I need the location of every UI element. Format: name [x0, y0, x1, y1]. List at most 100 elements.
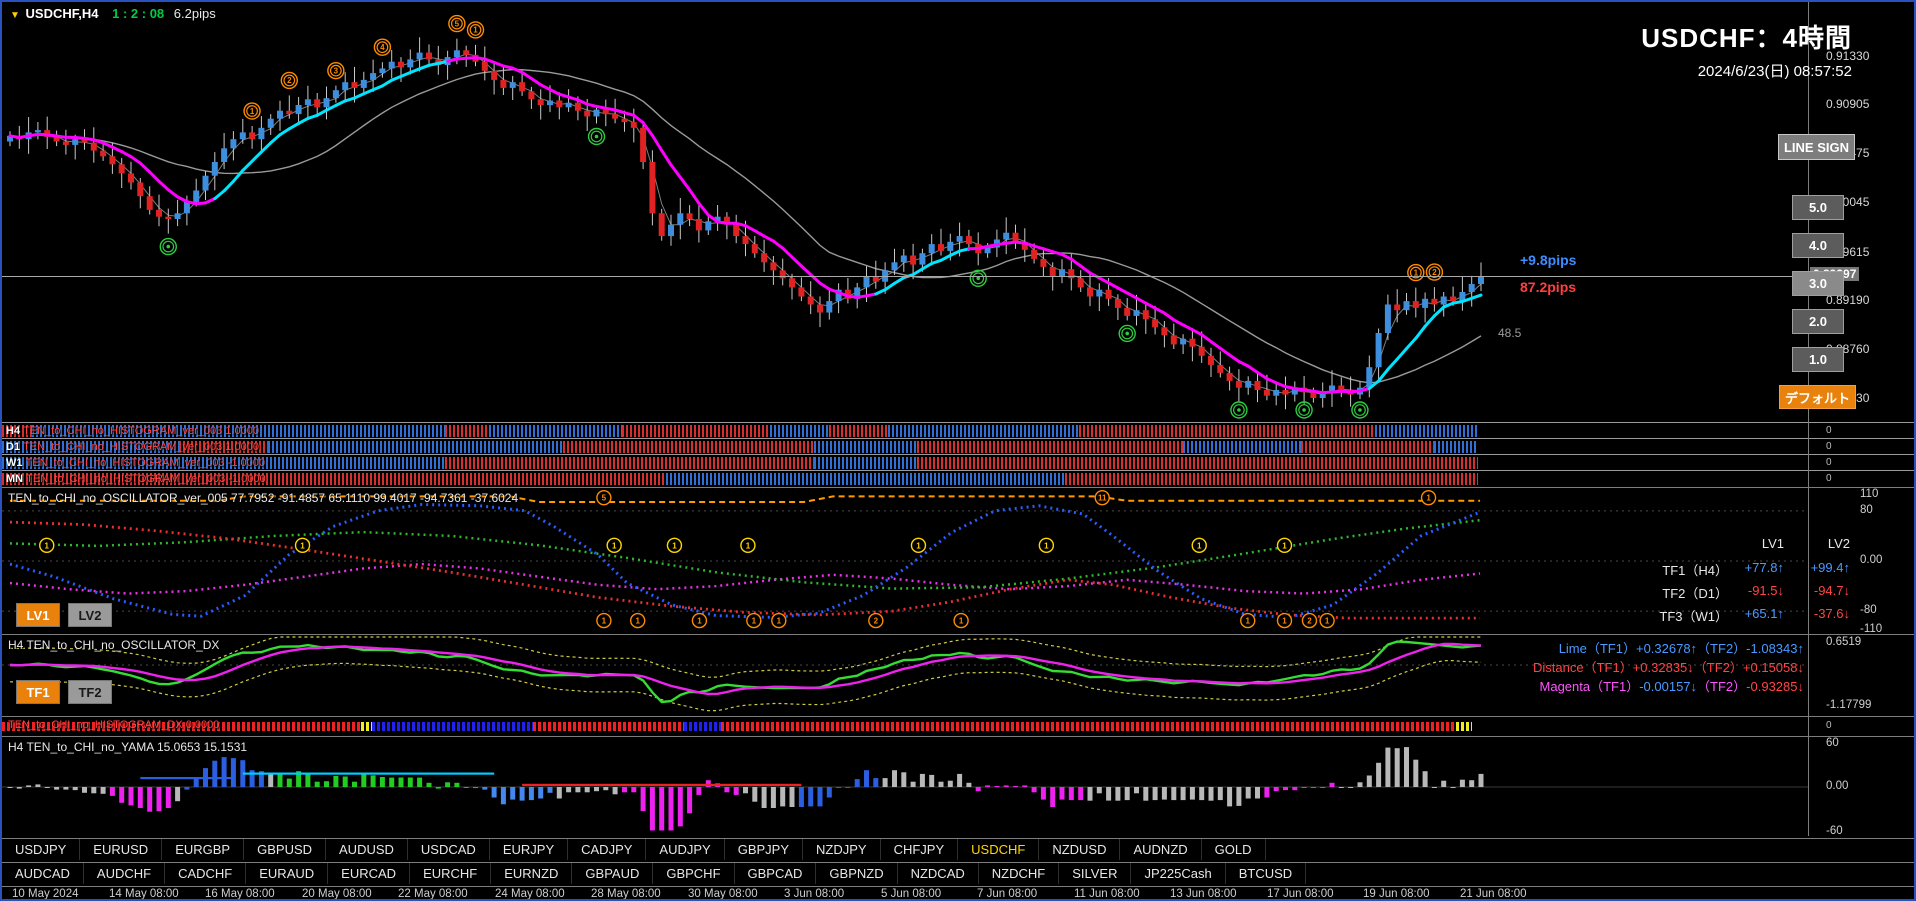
osc-tf-name: TF1（H4）	[1662, 563, 1728, 578]
symbol-tab-gbpjpy[interactable]: GBPJPY	[725, 839, 804, 860]
signal-marker-green	[1230, 401, 1248, 419]
osc-tf-lv1-value: +77.8↑	[1744, 560, 1784, 575]
symbol-tab-gbpaud[interactable]: GBPAUD	[572, 863, 654, 884]
oscillator-number-marker	[1240, 612, 1256, 629]
symbol-tab-gbpcad[interactable]: GBPCAD	[735, 863, 817, 884]
symbol-tab-chfjpy[interactable]: CHFJPY	[881, 839, 959, 860]
symbol-tab-nzdjpy[interactable]: NZDJPY	[803, 839, 881, 860]
symbol-tab-btcusd[interactable]: BTCUSD	[1226, 863, 1307, 884]
level-button-4.0[interactable]: 4.0	[1792, 233, 1844, 258]
svg-text:1: 1	[672, 541, 677, 550]
level-button-1.0[interactable]: 1.0	[1792, 347, 1844, 372]
osc-col-header-lv2: LV2	[1827, 536, 1850, 551]
signal-marker-green	[1351, 401, 1369, 419]
symbol-tab-gbpusd[interactable]: GBPUSD	[244, 839, 327, 860]
oscillator-number-marker	[740, 537, 756, 554]
histogram-row-d1[interactable]: D1 TEN_to_CHI_no_HISTOGRAM_ver_003 1.000…	[2, 438, 1914, 454]
price-axis-label: 0.89190	[1826, 293, 1870, 307]
symbol-tab-audjpy[interactable]: AUDJPY	[646, 839, 725, 860]
symbol-tab-eurusd[interactable]: EURUSD	[80, 839, 163, 860]
level-button-2.0[interactable]: 2.0	[1792, 309, 1844, 334]
histogram-dx-segment	[2, 722, 361, 731]
signal-marker-orange: 2	[280, 71, 298, 90]
symbol-tab-audcad[interactable]: AUDCAD	[2, 863, 84, 884]
histogram-row-mn[interactable]: MN TEN_to_CHI_no_HISTOGRAM_ver_003 -1.00…	[2, 470, 1914, 486]
histogram-row-w1[interactable]: W1 TEN_to_CHI_no_HISTOGRAM_ver_003 -1.00…	[2, 454, 1914, 470]
svg-text:2: 2	[287, 76, 292, 85]
symbol-tab-eurgbp[interactable]: EURGBP	[162, 839, 245, 860]
time-axis[interactable]: 10 May 2024 14 May 08:00 16 May 08:00 20 Ma…	[2, 886, 1914, 900]
chart-title: USDCHF：4時間	[1641, 23, 1852, 53]
symbol-tab-audusd[interactable]: AUDUSD	[326, 839, 408, 860]
yama-axis-label: 60	[1826, 737, 1839, 749]
line-sign-button[interactable]: LINE SIGN	[1778, 134, 1855, 160]
svg-text:5: 5	[455, 19, 460, 28]
symbol-tab-gbpnzd[interactable]: GBPNZD	[816, 863, 898, 884]
symbol-tab-gbpchf[interactable]: GBPCHF	[653, 863, 735, 884]
svg-text:2: 2	[1307, 617, 1312, 626]
symbol-tab-usdjpy[interactable]: USDJPY	[2, 839, 81, 860]
oscillator-number-marker	[1094, 489, 1110, 506]
lv2-button[interactable]: LV2	[68, 603, 112, 627]
histogram-dx-panel: TEN_to_CHI_no_HISTOGRAM_DX 0.0000 0	[2, 716, 1914, 735]
default-button[interactable]: デフォルト	[1779, 385, 1856, 409]
symbol-tab-audchf[interactable]: AUDCHF	[84, 863, 166, 884]
symbol-tab-euraud[interactable]: EURAUD	[246, 863, 329, 884]
level-button-3.0[interactable]: 3.0	[1792, 271, 1844, 296]
symbol-tab-audnzd[interactable]: AUDNZD	[1120, 839, 1202, 860]
oscillator-number-marker	[746, 612, 762, 629]
symbol-tab-eurjpy[interactable]: EURJPY	[490, 839, 569, 860]
oscillator-axis-label: -80	[1860, 604, 1877, 616]
time-axis-label: 24 May 08:00	[495, 888, 565, 900]
symbol-tab-cadchf[interactable]: CADCHF	[165, 863, 247, 884]
signal-marker-orange: 4	[373, 38, 392, 56]
symbol-tab-nzdusd[interactable]: NZDUSD	[1039, 839, 1121, 860]
symbol-tab-nzdchf[interactable]: NZDCHF	[979, 863, 1060, 884]
svg-text:1: 1	[1197, 541, 1202, 550]
histogram-row-h4[interactable]: H4 TEN_to_CHI_no_HISTOGRAM_ver_003 1.000…	[2, 422, 1914, 438]
symbol-tab-cadjpy[interactable]: CADJPY	[568, 839, 647, 860]
symbol-tab-eurnzd[interactable]: EURNZD	[491, 863, 573, 884]
osc-tf-name: TF3（W1）	[1659, 609, 1728, 624]
oscillator-dx-panel[interactable]: H4 TEN_to_CHI_no_OSCILLATOR_DX TF1 TF2 0…	[2, 634, 1914, 715]
symbol-tab-usdchf[interactable]: USDCHF	[958, 839, 1040, 860]
time-axis-label: 13 Jun 08:00	[1170, 888, 1237, 900]
histogram-dx-label: TEN_to_CHI_no_HISTOGRAM_DX 0.0000	[8, 719, 220, 731]
oscillator-label: TEN_to_CHI_no_OSCILLATOR_ver_005 77.7952…	[8, 491, 519, 505]
oscillator-number-marker	[868, 612, 884, 629]
svg-text:1: 1	[697, 617, 702, 626]
candlestick-chart[interactable]: 1 2 3 4 5 1 1 2	[2, 2, 1808, 422]
symbol-tab-jp225cash[interactable]: JP225Cash	[1131, 863, 1226, 884]
signal-marker-orange: 3	[327, 61, 345, 80]
signal-marker-green	[587, 127, 606, 146]
price-axis-label: 0.90905	[1826, 97, 1870, 111]
symbol-tab-nzdcad[interactable]: NZDCAD	[898, 863, 979, 884]
symbol-info: ▼ USDCHF,H4 1 : 2 : 08 6.2pips	[10, 6, 216, 21]
histogram-dx-segment	[361, 722, 373, 731]
lv1-button[interactable]: LV1	[16, 603, 60, 627]
yama-panel[interactable]: H4 TEN_to_CHI_no_YAMA 15.0653 15.1531 60…	[2, 736, 1914, 836]
svg-text:1: 1	[635, 617, 640, 626]
histogram-axis-value: 0	[1826, 457, 1832, 468]
histogram-stripe	[888, 425, 1080, 437]
tf1-button[interactable]: TF1	[16, 680, 60, 704]
tf2-button[interactable]: TF2	[68, 680, 112, 704]
symbol-tab-gold[interactable]: GOLD	[1202, 839, 1266, 860]
symbol-tab-usdcad[interactable]: USDCAD	[408, 839, 490, 860]
level-button-5.0[interactable]: 5.0	[1792, 195, 1844, 220]
collapse-arrow-icon[interactable]: ▼	[10, 10, 20, 21]
time-axis-label: 28 May 08:00	[591, 888, 661, 900]
histogram-stripe	[1079, 425, 1374, 437]
histogram-dx-segment	[533, 722, 684, 731]
oscillator-number-marker	[1191, 537, 1207, 554]
time-axis-label: 22 May 08:00	[398, 888, 468, 900]
svg-text:1: 1	[473, 26, 478, 35]
histogram-axis-value: 0	[1826, 441, 1832, 452]
symbol-tab-silver[interactable]: SILVER	[1059, 863, 1132, 884]
oscillator-panel[interactable]: 1 1 1 1 1 1 1 1 1 1 1 1 1 1 2 1 1 1 2 1 5 11 1 TEN_to_CHI_no_O…	[2, 487, 1914, 633]
symbol-tab-eurcad[interactable]: EURCAD	[328, 863, 411, 884]
symbol-tabs-row-1: USDJPY EURUSD EURGBP GBPUSD AUDUSD USDCAD EURJ…	[2, 838, 1914, 862]
symbol-tab-eurchf[interactable]: EURCHF	[410, 863, 492, 884]
oscillator-number-marker	[596, 489, 612, 506]
